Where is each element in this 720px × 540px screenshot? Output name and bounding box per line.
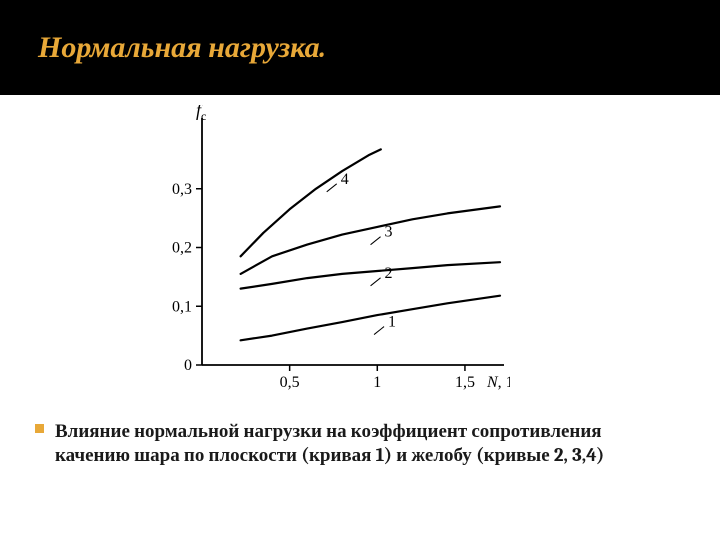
slide-title: Нормальная нагрузка. — [38, 30, 326, 65]
svg-text:N, 10³H: N, 10³H — [486, 374, 510, 391]
caption-text: Влияние нормальной нагрузки на коэффицие… — [55, 420, 665, 468]
svg-text:0: 0 — [184, 357, 192, 374]
svg-text:0,3: 0,3 — [172, 181, 192, 198]
svg-text:3: 3 — [385, 224, 393, 241]
svg-text:0,2: 0,2 — [172, 240, 192, 257]
svg-text:1: 1 — [388, 314, 396, 331]
bullet-icon — [35, 424, 44, 433]
svg-text:0,1: 0,1 — [172, 298, 192, 315]
chart-container: 0 0,1 0,2 0,3 0,5 1 1,5 fc N, 10³H 1 2 3 4 — [0, 95, 720, 420]
svg-text:fc: fc — [196, 105, 206, 123]
slide-header: Нормальная нагрузка. — [0, 0, 720, 95]
svg-text:0,5: 0,5 — [280, 374, 300, 391]
svg-text:2: 2 — [385, 265, 393, 282]
svg-text:1,5: 1,5 — [455, 374, 475, 391]
line-chart: 0 0,1 0,2 0,3 0,5 1 1,5 fc N, 10³H 1 2 3 4 — [150, 105, 510, 405]
svg-text:1: 1 — [373, 374, 381, 391]
caption-container: Влияние нормальной нагрузки на коэффицие… — [0, 420, 720, 468]
svg-text:4: 4 — [341, 171, 349, 188]
